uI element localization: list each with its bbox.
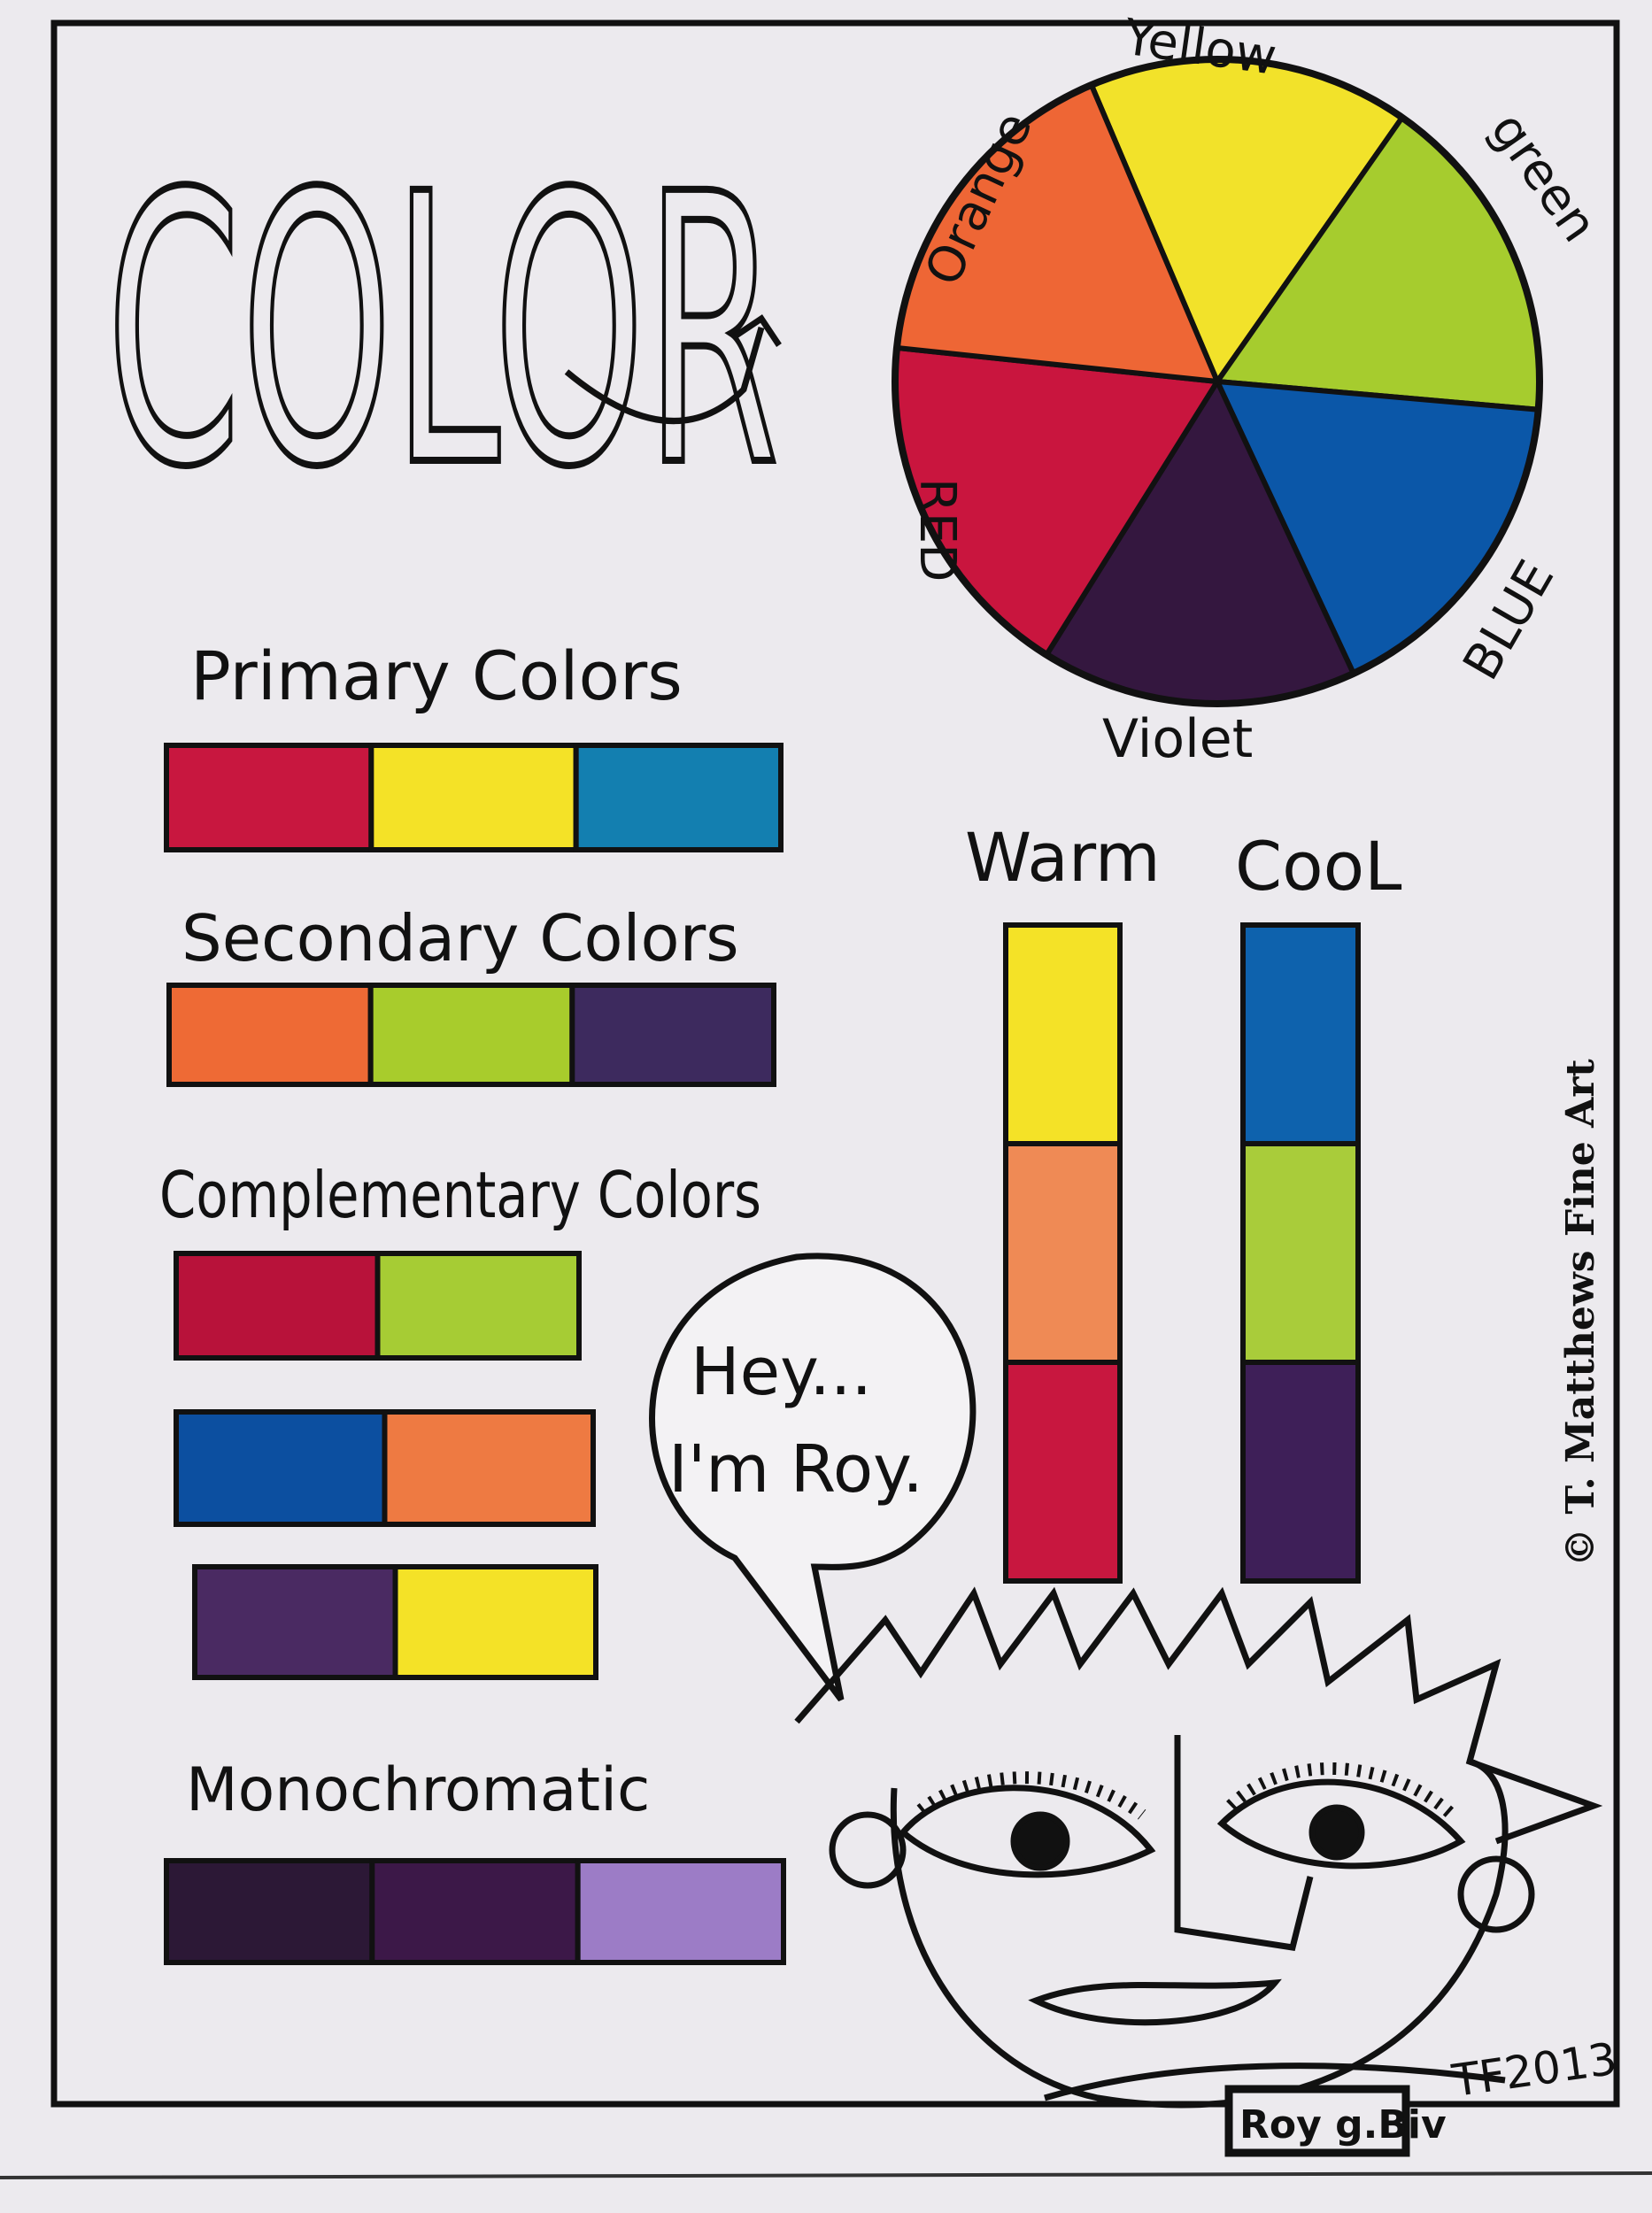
warm-swatch [1003,1141,1123,1365]
complementary-colors-title: Complementary Colors [159,1158,761,1232]
secondary-colors-title: Secondary Colors [181,901,739,975]
primary-swatch [368,743,579,852]
copyright-text: © T. Matthews Fine Art [1558,1059,1603,1567]
complementary-2-swatch [174,1409,388,1527]
warm-swatch [1003,922,1123,1146]
wheel-label-violet: Violet [1102,708,1253,770]
complementary-1-swatch [374,1251,582,1361]
cool-swatch [1240,922,1361,1146]
speech-line-2: I'm Roy. [668,1431,923,1507]
warm-swatch [1003,1360,1123,1584]
wheel-outline [892,56,1543,707]
complementary-1-swatch [174,1251,381,1361]
monochromatic-swatch [164,1858,375,1965]
speech-bubble: Hey... I'm Roy. [649,1253,977,1702]
page-border [50,19,1620,2108]
complementary-3-swatch [392,1564,598,1680]
name-badge-text: Roy g.Biv [1239,2102,1447,2147]
page-title: COLOR [106,116,779,549]
speech-line-1: Hey... [691,1334,872,1410]
monochromatic-swatch [575,1858,787,1965]
monochromatic-title: Monochromatic [186,1755,650,1825]
cool-swatch [1240,1360,1361,1584]
wheel-label-red: RED [908,478,966,582]
primary-swatch [164,743,374,852]
swatch-bars [164,743,1361,1965]
secondary-swatch [569,983,776,1087]
title-arrow-icon [564,314,782,425]
primary-swatch [573,743,784,852]
primary-colors-title: Primary Colors [190,636,683,715]
color-wheel [892,56,1543,707]
name-badge [1224,2085,1410,2157]
monochromatic-swatch [369,1858,581,1965]
complementary-2-swatch [382,1409,596,1527]
warm-title: Warm [965,818,1161,897]
secondary-swatch [367,983,575,1087]
cool-title: CooL [1235,827,1401,906]
complementary-3-swatch [192,1564,398,1680]
cool-swatch [1240,1141,1361,1365]
secondary-swatch [166,983,374,1087]
